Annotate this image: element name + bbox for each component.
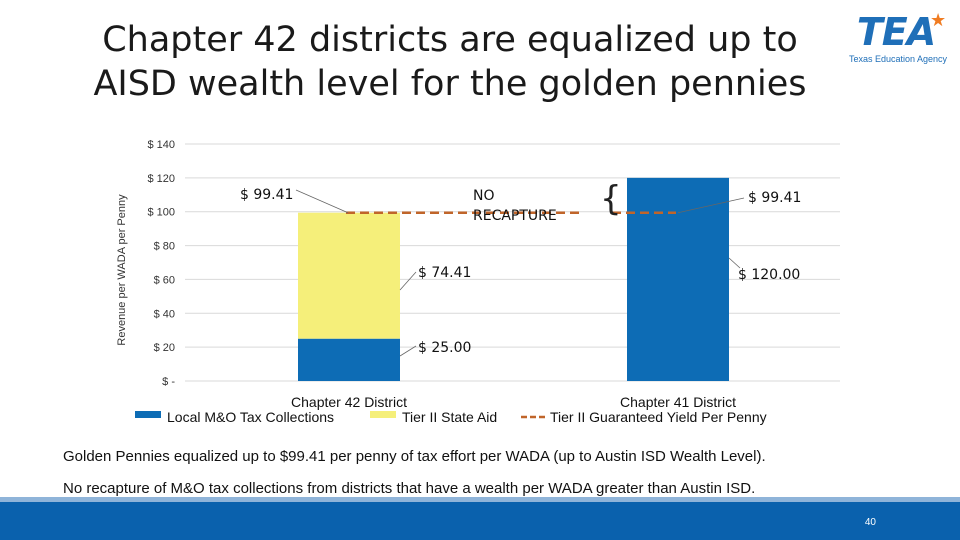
page-title: Chapter 42 districts are equalized up to… — [40, 18, 860, 106]
legend-tier2-state-aid-label: Tier II State Aid — [402, 409, 497, 425]
bar-tier2-state-aid-ch42 — [298, 212, 400, 339]
x-category-label: Chapter 42 District — [291, 394, 407, 410]
y-tick-label: $ 100 — [147, 207, 175, 219]
data-label-c41-local: $ 120.00 — [738, 267, 800, 283]
data-label-c41-yield: $ 99.41 — [748, 190, 801, 206]
y-tick-label: $ - — [162, 376, 175, 388]
page-number: 40 — [864, 517, 876, 528]
revenue-chart: $ - $ 20 $ 40 $ 60 $ 80 $ 100 $ 120 $ 140 Revenu… — [116, 139, 840, 425]
legend-local-mo-label: Local M&O Tax Collections — [167, 409, 334, 425]
star-icon: ★ — [930, 10, 947, 30]
y-tick-label: $ 20 — [154, 342, 175, 354]
leader-c42-local — [399, 345, 417, 357]
no-recapture-line-1: NO — [473, 188, 495, 204]
footer-bar — [0, 502, 960, 540]
bar-local-mo-ch42 — [298, 338, 400, 381]
data-label-c42-total: $ 99.41 — [240, 187, 293, 203]
no-recapture-line-2: RECAPTURE — [473, 208, 557, 224]
y-tick-label: $ 120 — [147, 173, 175, 185]
x-category-label: Chapter 41 District — [620, 394, 736, 410]
leader-c42-total — [295, 189, 349, 214]
logo-subtitle: Texas Education Agency — [848, 54, 948, 64]
logo-text: TEA — [856, 10, 936, 54]
data-label-c42-local: $ 25.00 — [418, 340, 471, 356]
note-golden-pennies: Golden Pennies equalized up to $99.41 pe… — [63, 448, 766, 465]
title-line-2: AISD wealth level for the golden pennies — [93, 64, 807, 104]
bar-local-mo-ch41 — [627, 177, 729, 381]
leader-c41-local — [728, 257, 741, 269]
leader-c41-yield — [677, 197, 745, 214]
y-tick-label: $ 80 — [154, 241, 175, 253]
y-tick-label: $ 140 — [147, 139, 175, 151]
legend-tier2-state-aid-swatch — [370, 411, 396, 418]
y-axis-label: Revenue per WADA per Penny — [116, 194, 128, 346]
brace-icon: { — [600, 179, 622, 219]
data-label-c42-state: $ 74.41 — [418, 265, 471, 281]
title-line-1: Chapter 42 districts are equalized up to — [102, 20, 798, 60]
tea-logo: TEA ★ Texas Education Agency — [846, 10, 950, 72]
y-tick-label: $ 60 — [154, 274, 175, 286]
legend-local-mo-swatch — [135, 411, 161, 418]
note-no-recapture: No recapture of M&O tax collections from… — [63, 480, 756, 497]
leader-c42-state — [399, 271, 417, 291]
legend-guaranteed-yield-label: Tier II Guaranteed Yield Per Penny — [550, 409, 767, 425]
y-tick-label: $ 40 — [154, 308, 175, 320]
footer-accent — [0, 497, 960, 502]
